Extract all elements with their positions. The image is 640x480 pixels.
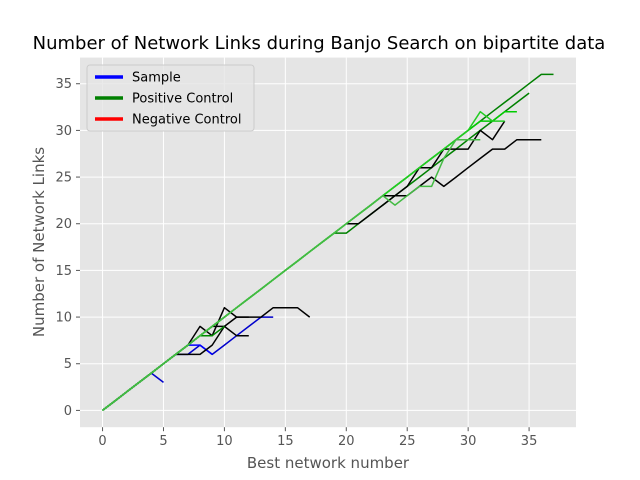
y-tick-label: 10 — [55, 311, 72, 326]
ticks: 0 5 10 15 20 25 30 35 0 5 10 15 20 25 30 35 — [55, 77, 537, 449]
x-tick-label: 15 — [277, 434, 294, 449]
y-tick-label: 20 — [55, 217, 72, 232]
y-tick-label: 35 — [55, 77, 72, 92]
x-axis-label: Best network number — [247, 454, 410, 472]
y-tick-label: 25 — [55, 171, 72, 186]
chart-title: Number of Network Links during Banjo Sea… — [33, 33, 606, 54]
x-tick-label: 5 — [159, 434, 167, 449]
series-line — [102, 138, 481, 411]
series-line — [346, 138, 542, 225]
x-tick-label: 30 — [460, 434, 477, 449]
x-tick-label: 35 — [521, 434, 538, 449]
grid — [80, 57, 576, 428]
legend-box — [86, 64, 255, 132]
x-tick-label: 10 — [216, 434, 233, 449]
x-tick-label: 25 — [399, 434, 416, 449]
x-tick-label: 0 — [98, 434, 106, 449]
legend-label: Positive Control — [132, 92, 233, 107]
y-tick-label: 0 — [64, 404, 72, 419]
y-tick-label: 30 — [55, 124, 72, 139]
x-tick-label: 20 — [338, 434, 355, 449]
legend-label: Negative Control — [132, 113, 241, 128]
legend-label: Sample — [132, 71, 181, 86]
y-tick-label: 15 — [55, 264, 72, 279]
series-layer — [102, 73, 554, 411]
legend: Sample Positive Control Negative Control — [86, 64, 255, 132]
y-axis-label: Number of Network Links — [30, 147, 48, 337]
y-tick-label: 5 — [64, 357, 72, 372]
